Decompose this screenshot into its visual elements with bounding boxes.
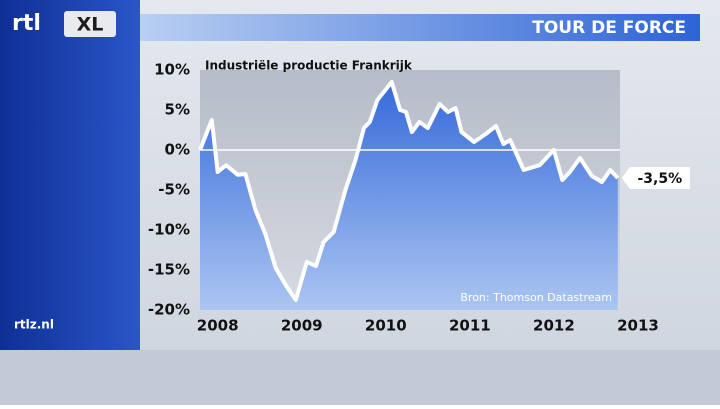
x-tick-label: 2009 (281, 317, 323, 335)
logo-brand: rtl (12, 11, 41, 36)
x-tick-label: 2008 (197, 317, 239, 335)
y-tick-label: 5% (165, 101, 190, 119)
chart-title: Industriële productie Frankrijk (205, 59, 413, 73)
y-tick-label: 0% (165, 141, 190, 159)
value-label: -3,5% (638, 171, 683, 187)
bottom-band (0, 350, 720, 405)
x-tick-label: 2013 (617, 317, 659, 335)
side-panel (0, 0, 140, 350)
y-tick-label: -20% (148, 301, 190, 319)
line (198, 80, 620, 302)
y-tick-label: -5% (158, 181, 190, 199)
x-tick-label: 2010 (365, 317, 407, 335)
logo-channel: XL (77, 14, 104, 36)
x-tick-label: 2011 (449, 317, 491, 335)
value-label-box (621, 167, 690, 189)
area-fill (200, 82, 618, 310)
title-bar (140, 14, 700, 41)
website: rtlz.nl (14, 318, 54, 332)
logo-box (64, 11, 116, 37)
x-tick-label: 2012 (533, 317, 575, 335)
y-tick-label: 10% (154, 61, 190, 79)
show-title: TOUR DE FORCE (532, 18, 686, 38)
source: Bron: Thomson Datastream (460, 291, 612, 304)
y-tick-label: -10% (148, 221, 190, 239)
y-tick-label: -15% (148, 261, 190, 279)
